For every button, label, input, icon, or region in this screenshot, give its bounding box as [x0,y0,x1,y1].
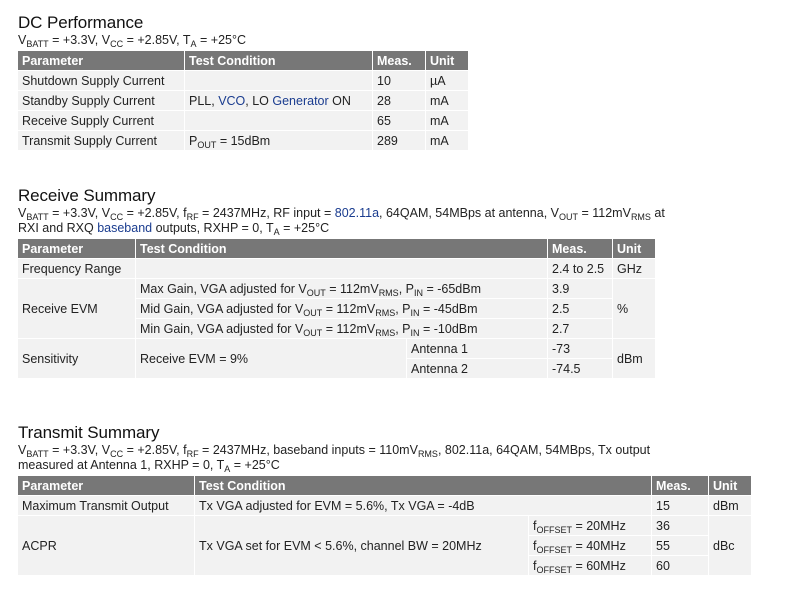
cell-condition [136,259,547,278]
cell-meas: 55 [652,536,708,555]
table-row: Transmit Supply Current POUT = 15dBm 289… [18,131,468,150]
header-parameter: Parameter [18,239,135,258]
cell-meas: 289 [373,131,425,150]
cell-unit: % [613,279,655,338]
cell-unit: mA [426,131,468,150]
receive-summary-section: Receive Summary VBATT = +3.3V, VCC = +2.… [18,186,800,379]
transmit-summary-section: Transmit Summary VBATT = +3.3V, VCC = +2… [18,423,800,576]
cell-unit: µA [426,71,468,90]
table-row: Antenna 2 -74.5 [18,359,655,378]
table-row: Shutdown Supply Current 10 µA [18,71,468,90]
cell-parameter: ACPR [18,516,194,575]
cell-antenna: Antenna 1 [407,339,547,358]
cell-meas: 10 [373,71,425,90]
cell-meas: 2.5 [548,299,612,318]
cell-antenna: Antenna 2 [407,359,547,378]
cell-meas: 65 [373,111,425,130]
header-unit: Unit [613,239,655,258]
table-header-row: Parameter Test Condition Meas. Unit [18,476,751,495]
header-meas: Meas. [652,476,708,495]
cell-condition: PLL, VCO, LO Generator ON [185,91,372,110]
header-parameter: Parameter [18,476,194,495]
table-row: Receive EVM Max Gain, VGA adjusted for V… [18,279,655,338]
cell-meas: 28 [373,91,425,110]
dc-performance-title: DC Performance [18,13,144,32]
dc-performance-section: DC Performance VBATT = +3.3V, VCC = +2.8… [18,13,469,151]
cell-meas: 2.7 [548,319,612,338]
cell-offset: fOFFSET = 20MHz [529,516,651,535]
cell-unit: GHz [613,259,655,278]
cell-condition: Receive EVM = 9% [136,339,406,378]
dc-conditions: VBATT = +3.3V, VCC = +2.85V, TA = +25°C [18,33,247,49]
header-unit: Unit [709,476,751,495]
table-row: Maximum Transmit Output Tx VGA adjusted … [18,496,751,515]
cell-meas: 3.9 [548,279,612,298]
header-parameter: Parameter [18,51,184,70]
table-row: Receive Supply Current 65 mA [18,111,468,130]
cell-condition: Min Gain, VGA adjusted for VOUT = 112mVR… [136,319,547,338]
cell-condition: Mid Gain, VGA adjusted for VOUT = 112mVR… [136,299,547,318]
dc-performance-table: Parameter Test Condition Meas. Unit Shut… [17,50,469,151]
transmit-summary-title: Transmit Summary [18,423,160,442]
cell-meas: -73 [548,339,612,358]
cell-parameter: Receive Supply Current [18,111,184,130]
header-meas: Meas. [548,239,612,258]
cell-meas: 2.4 to 2.5 [548,259,612,278]
table-row: Standby Supply Current PLL, VCO, LO Gene… [18,91,468,110]
cell-condition [185,71,372,90]
cell-condition [185,111,372,130]
cell-condition: Max Gain, VGA adjusted for VOUT = 112mVR… [136,279,547,298]
table-row: ACPR Tx VGA set for EVM < 5.6%, channel … [18,516,751,575]
cell-condition: Tx VGA adjusted for EVM = 5.6%, Tx VGA =… [195,496,651,515]
header-unit: Unit [426,51,468,70]
receive-summary-title: Receive Summary [18,186,156,205]
table-row: Mid Gain, VGA adjusted for VOUT = 112mVR… [18,299,655,318]
cell-condition: Tx VGA set for EVM < 5.6%, channel BW = … [195,516,528,575]
cell-unit: dBm [613,339,655,378]
header-test-condition: Test Condition [136,239,547,258]
cell-parameter: Shutdown Supply Current [18,71,184,90]
cell-meas: 15 [652,496,708,515]
cell-unit: mA [426,111,468,130]
header-test-condition: Test Condition [185,51,372,70]
table-header-row: Parameter Test Condition Meas. Unit [18,239,655,258]
cell-meas: 36 [652,516,708,535]
cell-unit: dBm [709,496,751,515]
table-row: fOFFSET = 40MHz 55 [18,536,751,555]
header-meas: Meas. [373,51,425,70]
table-header-row: Parameter Test Condition Meas. Unit [18,51,468,70]
cell-unit: dBc [709,516,751,575]
baseband-link[interactable]: baseband [97,221,153,235]
cell-meas: 60 [652,556,708,575]
transmit-summary-table: Parameter Test Condition Meas. Unit Maxi… [17,475,752,576]
cell-condition: POUT = 15dBm [185,131,372,150]
cell-parameter: Maximum Transmit Output [18,496,194,515]
vco-link[interactable]: VCO [218,93,246,108]
table-row: fOFFSET = 60MHz 60 [18,556,751,575]
cell-parameter: Transmit Supply Current [18,131,184,150]
table-row: Frequency Range 2.4 to 2.5 GHz [18,259,655,278]
cell-parameter: Frequency Range [18,259,135,278]
cell-offset: fOFFSET = 60MHz [529,556,651,575]
receive-summary-table: Parameter Test Condition Meas. Unit Freq… [17,238,656,379]
802-11a-link[interactable]: 802.11a [334,206,380,220]
table-row: Min Gain, VGA adjusted for VOUT = 112mVR… [18,319,655,338]
header-test-condition: Test Condition [195,476,651,495]
cell-offset: fOFFSET = 40MHz [529,536,651,555]
receive-conditions: VBATT = +3.3V, VCC = +2.85V, fRF = 2437M… [18,206,665,237]
generator-link[interactable]: Generator [272,93,329,108]
cell-parameter: Receive EVM [18,279,135,338]
transmit-conditions: VBATT = +3.3V, VCC = +2.85V, fRF = 2437M… [18,443,651,474]
cell-parameter: Sensitivity [18,339,135,378]
cell-meas: -74.5 [548,359,612,378]
table-row: Sensitivity Receive EVM = 9% Antenna 1 -… [18,339,655,378]
cell-parameter: Standby Supply Current [18,91,184,110]
cell-unit: mA [426,91,468,110]
